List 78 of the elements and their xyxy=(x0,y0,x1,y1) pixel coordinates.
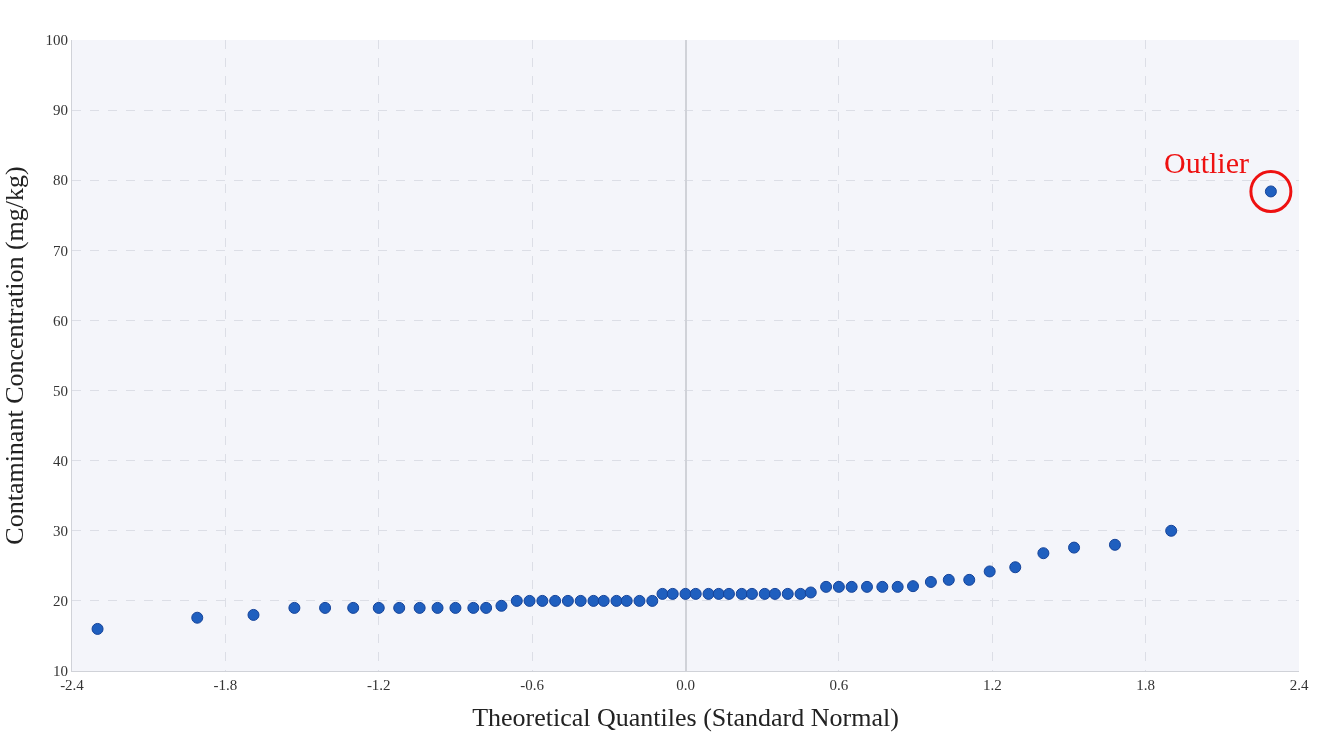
point xyxy=(431,601,444,614)
point xyxy=(712,587,725,600)
point xyxy=(191,611,204,624)
annotation: Outlier xyxy=(1164,146,1249,179)
point xyxy=(745,587,758,600)
point xyxy=(891,580,904,593)
point xyxy=(480,601,493,614)
point xyxy=(758,587,771,600)
point xyxy=(413,601,426,614)
y-tick-label: 80 xyxy=(53,172,68,189)
point xyxy=(587,594,600,607)
point xyxy=(781,587,794,600)
point xyxy=(372,601,385,614)
point xyxy=(1068,541,1081,554)
point xyxy=(768,587,781,600)
y-tick-label: 30 xyxy=(53,523,68,540)
x-tick-label: 1.2 xyxy=(982,677,1002,693)
point xyxy=(666,587,679,600)
point xyxy=(467,601,480,614)
point xyxy=(347,601,360,614)
point xyxy=(91,622,104,635)
point xyxy=(722,587,735,600)
x-tick-label: 0.6 xyxy=(829,677,849,693)
point xyxy=(610,594,623,607)
y-axis-title: Contaminant Concentration (mg/kg) xyxy=(0,166,29,545)
x-tick-label: -2.4 xyxy=(60,677,85,693)
point xyxy=(983,565,996,578)
point xyxy=(319,601,332,614)
x-axis-title: Theoretical Quantiles (Standard Normal) xyxy=(472,702,899,732)
point xyxy=(942,573,955,586)
point xyxy=(735,587,748,600)
x-tick-label: -0.6 xyxy=(520,677,545,693)
point xyxy=(549,594,562,607)
point xyxy=(561,594,574,607)
point xyxy=(288,601,301,614)
point xyxy=(574,594,587,607)
point xyxy=(510,594,523,607)
point xyxy=(597,594,610,607)
y-tick-label: 70 xyxy=(53,242,68,259)
x-tick-label: 0.0 xyxy=(676,677,695,693)
point xyxy=(832,580,845,593)
point xyxy=(907,580,920,593)
point xyxy=(794,587,807,600)
x-tick-label: -1.8 xyxy=(213,677,238,693)
y-tick-label: 20 xyxy=(53,593,68,610)
point xyxy=(1009,561,1022,574)
y-tick-label: 100 xyxy=(45,32,68,49)
y-tick-label: 40 xyxy=(53,452,68,469)
point xyxy=(656,587,669,600)
y-tick-label: 60 xyxy=(53,312,68,329)
y-tick-label: 90 xyxy=(53,102,68,119)
point xyxy=(1037,547,1050,560)
point xyxy=(1165,524,1178,537)
point xyxy=(845,580,858,593)
point xyxy=(860,580,873,593)
point xyxy=(495,599,508,612)
point xyxy=(633,594,646,607)
point xyxy=(247,608,260,621)
y-tick-label: 50 xyxy=(53,382,68,399)
point xyxy=(689,587,702,600)
point xyxy=(804,586,817,599)
point xyxy=(646,594,659,607)
point xyxy=(523,594,536,607)
point xyxy=(963,573,976,586)
point xyxy=(620,594,633,607)
point xyxy=(820,580,833,593)
x-tick-label: 2.4 xyxy=(1289,677,1309,693)
point xyxy=(536,594,549,607)
point xyxy=(449,601,462,614)
point xyxy=(876,580,889,593)
x-tick-label: -1.2 xyxy=(366,677,391,693)
point xyxy=(1108,538,1121,551)
point xyxy=(393,601,406,614)
point xyxy=(702,587,715,600)
point xyxy=(679,587,692,600)
point xyxy=(924,575,937,588)
y-tick-label: 10 xyxy=(53,663,68,680)
x-tick-label: 1.8 xyxy=(1136,677,1156,693)
